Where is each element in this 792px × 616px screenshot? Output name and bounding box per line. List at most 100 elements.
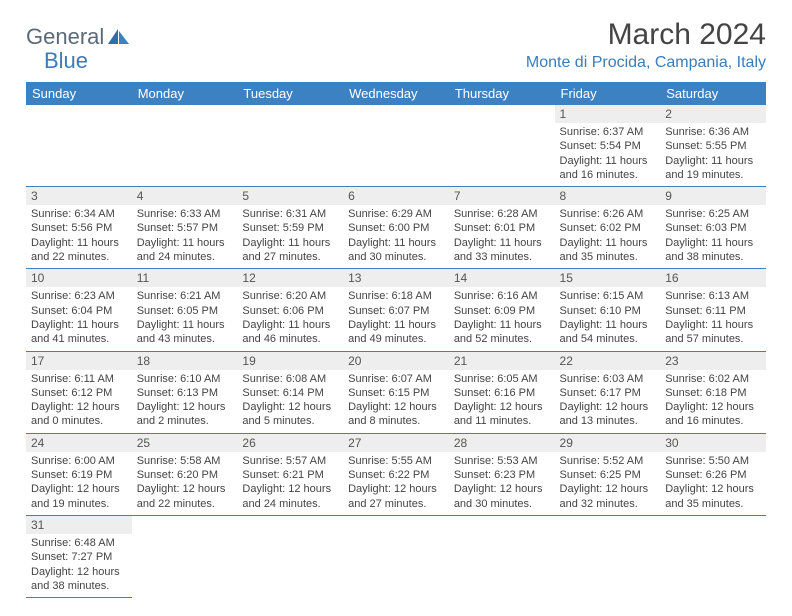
sunrise-line: Sunrise: 6:34 AM — [31, 207, 127, 221]
day-details: Sunrise: 6:48 AMSunset: 7:27 PMDaylight:… — [26, 534, 132, 597]
weekday-header: Monday — [132, 82, 238, 105]
day-number: 30 — [660, 434, 766, 452]
calendar-row: 10Sunrise: 6:23 AMSunset: 6:04 PMDayligh… — [26, 269, 766, 351]
day-details: Sunrise: 6:20 AMSunset: 6:06 PMDaylight:… — [237, 287, 343, 350]
calendar-cell — [237, 515, 343, 597]
brand-part2: Blue — [44, 48, 88, 74]
sunset-line: Sunset: 6:15 PM — [348, 386, 444, 400]
daylight-line: Daylight: 12 hours and 27 minutes. — [348, 482, 444, 511]
day-number: 24 — [26, 434, 132, 452]
brand-logo: General — [26, 24, 131, 50]
sunset-line: Sunset: 6:00 PM — [348, 221, 444, 235]
day-details: Sunrise: 6:13 AMSunset: 6:11 PMDaylight:… — [660, 287, 766, 350]
calendar-cell: 30Sunrise: 5:50 AMSunset: 6:26 PMDayligh… — [660, 433, 766, 515]
calendar-table: Sunday Monday Tuesday Wednesday Thursday… — [26, 82, 766, 598]
sunset-line: Sunset: 6:17 PM — [560, 386, 656, 400]
sunset-line: Sunset: 5:57 PM — [137, 221, 233, 235]
sunset-line: Sunset: 6:09 PM — [454, 304, 550, 318]
sunrise-line: Sunrise: 6:07 AM — [348, 372, 444, 386]
day-number: 12 — [237, 269, 343, 287]
daylight-line: Daylight: 11 hours and 35 minutes. — [560, 236, 656, 265]
day-number: 25 — [132, 434, 238, 452]
sunset-line: Sunset: 6:01 PM — [454, 221, 550, 235]
sunset-line: Sunset: 6:04 PM — [31, 304, 127, 318]
sunrise-line: Sunrise: 6:11 AM — [31, 372, 127, 386]
sunrise-line: Sunrise: 6:31 AM — [242, 207, 338, 221]
sunrise-line: Sunrise: 5:58 AM — [137, 454, 233, 468]
sunset-line: Sunset: 6:20 PM — [137, 468, 233, 482]
sunset-line: Sunset: 5:59 PM — [242, 221, 338, 235]
day-number: 28 — [449, 434, 555, 452]
calendar-cell — [343, 105, 449, 187]
day-details: Sunrise: 6:00 AMSunset: 6:19 PMDaylight:… — [26, 452, 132, 515]
sunset-line: Sunset: 6:19 PM — [31, 468, 127, 482]
calendar-cell: 11Sunrise: 6:21 AMSunset: 6:05 PMDayligh… — [132, 269, 238, 351]
day-number: 23 — [660, 352, 766, 370]
calendar-cell: 17Sunrise: 6:11 AMSunset: 6:12 PMDayligh… — [26, 351, 132, 433]
daylight-line: Daylight: 11 hours and 19 minutes. — [665, 154, 761, 183]
day-number: 16 — [660, 269, 766, 287]
daylight-line: Daylight: 12 hours and 30 minutes. — [454, 482, 550, 511]
sunset-line: Sunset: 6:02 PM — [560, 221, 656, 235]
day-details: Sunrise: 6:11 AMSunset: 6:12 PMDaylight:… — [26, 370, 132, 433]
calendar-cell — [132, 105, 238, 187]
daylight-line: Daylight: 11 hours and 52 minutes. — [454, 318, 550, 347]
calendar-cell: 6Sunrise: 6:29 AMSunset: 6:00 PMDaylight… — [343, 187, 449, 269]
sunset-line: Sunset: 6:23 PM — [454, 468, 550, 482]
day-number: 13 — [343, 269, 449, 287]
daylight-line: Daylight: 12 hours and 8 minutes. — [348, 400, 444, 429]
weekday-header: Sunday — [26, 82, 132, 105]
day-details: Sunrise: 5:52 AMSunset: 6:25 PMDaylight:… — [555, 452, 661, 515]
day-number: 21 — [449, 352, 555, 370]
sunset-line: Sunset: 6:13 PM — [137, 386, 233, 400]
day-details: Sunrise: 6:36 AMSunset: 5:55 PMDaylight:… — [660, 123, 766, 186]
calendar-cell: 13Sunrise: 6:18 AMSunset: 6:07 PMDayligh… — [343, 269, 449, 351]
calendar-cell: 23Sunrise: 6:02 AMSunset: 6:18 PMDayligh… — [660, 351, 766, 433]
sunset-line: Sunset: 6:14 PM — [242, 386, 338, 400]
daylight-line: Daylight: 11 hours and 43 minutes. — [137, 318, 233, 347]
weekday-header: Thursday — [449, 82, 555, 105]
day-details: Sunrise: 6:37 AMSunset: 5:54 PMDaylight:… — [555, 123, 661, 186]
calendar-row: 3Sunrise: 6:34 AMSunset: 5:56 PMDaylight… — [26, 187, 766, 269]
sunrise-line: Sunrise: 6:15 AM — [560, 289, 656, 303]
sunrise-line: Sunrise: 6:20 AM — [242, 289, 338, 303]
calendar-cell: 2Sunrise: 6:36 AMSunset: 5:55 PMDaylight… — [660, 105, 766, 187]
daylight-line: Daylight: 11 hours and 22 minutes. — [31, 236, 127, 265]
calendar-cell — [26, 105, 132, 187]
day-number: 10 — [26, 269, 132, 287]
daylight-line: Daylight: 11 hours and 38 minutes. — [665, 236, 761, 265]
day-number: 9 — [660, 187, 766, 205]
day-details: Sunrise: 6:02 AMSunset: 6:18 PMDaylight:… — [660, 370, 766, 433]
sunrise-line: Sunrise: 6:08 AM — [242, 372, 338, 386]
calendar-cell: 5Sunrise: 6:31 AMSunset: 5:59 PMDaylight… — [237, 187, 343, 269]
sunset-line: Sunset: 6:11 PM — [665, 304, 761, 318]
daylight-line: Daylight: 11 hours and 57 minutes. — [665, 318, 761, 347]
day-details: Sunrise: 6:33 AMSunset: 5:57 PMDaylight:… — [132, 205, 238, 268]
calendar-cell — [343, 515, 449, 597]
daylight-line: Daylight: 11 hours and 54 minutes. — [560, 318, 656, 347]
daylight-line: Daylight: 12 hours and 19 minutes. — [31, 482, 127, 511]
calendar-cell: 26Sunrise: 5:57 AMSunset: 6:21 PMDayligh… — [237, 433, 343, 515]
calendar-row: 17Sunrise: 6:11 AMSunset: 6:12 PMDayligh… — [26, 351, 766, 433]
daylight-line: Daylight: 12 hours and 24 minutes. — [242, 482, 338, 511]
day-details: Sunrise: 6:03 AMSunset: 6:17 PMDaylight:… — [555, 370, 661, 433]
day-number: 14 — [449, 269, 555, 287]
calendar-cell: 27Sunrise: 5:55 AMSunset: 6:22 PMDayligh… — [343, 433, 449, 515]
day-number: 2 — [660, 105, 766, 123]
calendar-cell: 3Sunrise: 6:34 AMSunset: 5:56 PMDaylight… — [26, 187, 132, 269]
day-number: 22 — [555, 352, 661, 370]
daylight-line: Daylight: 12 hours and 35 minutes. — [665, 482, 761, 511]
day-details: Sunrise: 6:18 AMSunset: 6:07 PMDaylight:… — [343, 287, 449, 350]
sunrise-line: Sunrise: 6:26 AM — [560, 207, 656, 221]
day-number: 6 — [343, 187, 449, 205]
calendar-cell: 19Sunrise: 6:08 AMSunset: 6:14 PMDayligh… — [237, 351, 343, 433]
sunrise-line: Sunrise: 5:50 AM — [665, 454, 761, 468]
sunrise-line: Sunrise: 5:52 AM — [560, 454, 656, 468]
day-details: Sunrise: 5:57 AMSunset: 6:21 PMDaylight:… — [237, 452, 343, 515]
day-number: 26 — [237, 434, 343, 452]
weekday-header-row: Sunday Monday Tuesday Wednesday Thursday… — [26, 82, 766, 105]
calendar-cell: 4Sunrise: 6:33 AMSunset: 5:57 PMDaylight… — [132, 187, 238, 269]
calendar-cell: 10Sunrise: 6:23 AMSunset: 6:04 PMDayligh… — [26, 269, 132, 351]
calendar-cell: 12Sunrise: 6:20 AMSunset: 6:06 PMDayligh… — [237, 269, 343, 351]
calendar-row: 1Sunrise: 6:37 AMSunset: 5:54 PMDaylight… — [26, 105, 766, 187]
